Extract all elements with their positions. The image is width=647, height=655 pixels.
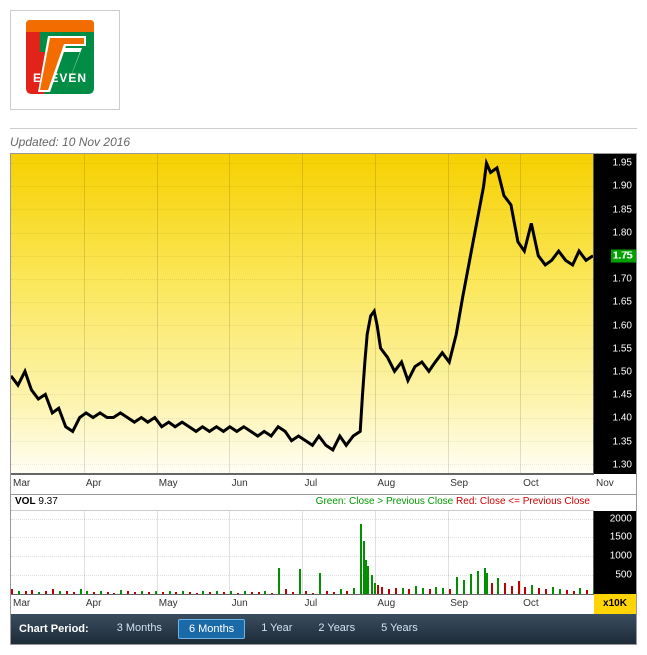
price-xtick: Jun — [232, 478, 248, 494]
volume-bar — [374, 583, 376, 594]
price-ytick: 1.60 — [613, 320, 632, 331]
price-xtick: May — [159, 478, 178, 494]
volume-bar — [371, 575, 373, 594]
volume-bar — [491, 583, 493, 594]
period-button-1-year[interactable]: 1 Year — [251, 619, 302, 639]
volume-bar — [497, 578, 499, 594]
volume-xtick: Apr — [86, 598, 102, 614]
chart-period-bar: Chart Period: 3 Months 6 Months 1 Year 2 Ye… — [11, 614, 636, 644]
volume-bar — [456, 577, 458, 594]
volume-xtick: Jun — [232, 598, 248, 614]
volume-bar — [552, 587, 554, 594]
volume-bar — [511, 586, 513, 594]
divider — [10, 128, 637, 129]
price-ytick: 1.75 — [613, 251, 632, 262]
price-ytick: 1.65 — [613, 297, 632, 308]
price-ytick: 1.55 — [613, 343, 632, 354]
volume-bar — [381, 587, 383, 594]
price-xtick: Aug — [377, 478, 395, 494]
volume-bar — [367, 566, 369, 594]
volume-bar — [524, 587, 526, 594]
volume-bar — [504, 583, 506, 594]
volume-ytick: 1000 — [610, 551, 632, 562]
company-logo: ELEVEN — [10, 10, 120, 110]
price-xtick: Apr — [86, 478, 102, 494]
updated-label: Updated: 10 Nov 2016 — [10, 135, 637, 149]
price-ytick: 1.50 — [613, 366, 632, 377]
price-xtick: Oct — [523, 478, 539, 494]
price-xtick: Nov — [596, 478, 614, 494]
volume-ytick: 500 — [615, 570, 632, 581]
volume-pane: VOL 9.37 Green: Close > Previous Close R… — [11, 494, 636, 614]
volume-bar — [518, 581, 520, 594]
period-button-5-years[interactable]: 5 Years — [371, 619, 428, 639]
period-button-3-months[interactable]: 3 Months — [107, 619, 172, 639]
price-ytick: 1.85 — [613, 204, 632, 215]
volume-bar — [435, 587, 437, 594]
volume-bar — [278, 568, 280, 594]
price-ytick: 1.95 — [613, 158, 632, 169]
volume-bar — [463, 580, 465, 594]
price-ytick: 1.80 — [613, 227, 632, 238]
period-button-2-years[interactable]: 2 Years — [308, 619, 365, 639]
volume-x-axis: MarAprMayJunJulAugSepOctNov — [11, 594, 594, 614]
volume-legend: Green: Close > Previous Close Red: Close… — [316, 496, 590, 510]
volume-xtick: May — [159, 598, 178, 614]
volume-xtick: Sep — [450, 598, 468, 614]
price-xtick: Mar — [13, 478, 30, 494]
period-button-6-months[interactable]: 6 Months — [178, 619, 245, 639]
chart-period-label: Chart Period: — [19, 623, 89, 635]
stock-chart: 1.75 1.30 1.35 1.40 1.45 1.50 1.55 1.60 1.65 1.7… — [10, 153, 637, 645]
price-pane: 1.75 1.30 1.35 1.40 1.45 1.50 1.55 1.60 1.65 1.7… — [11, 154, 636, 494]
price-ytick: 1.35 — [613, 436, 632, 447]
volume-xtick: Aug — [377, 598, 395, 614]
price-x-axis: MarAprMayJunJulAugSepOctNov — [11, 474, 594, 494]
volume-xtick: Oct — [523, 598, 539, 614]
volume-label: VOL 9.37 — [15, 496, 58, 510]
volume-bar — [477, 571, 479, 594]
volume-xtick: Mar — [13, 598, 30, 614]
volume-bar — [486, 573, 488, 594]
price-xtick: Jul — [305, 478, 318, 494]
price-ytick: 1.45 — [613, 390, 632, 401]
price-ytick: 1.70 — [613, 274, 632, 285]
price-ytick: 1.90 — [613, 181, 632, 192]
price-ytick: 1.30 — [613, 459, 632, 470]
volume-ytick: 1500 — [610, 532, 632, 543]
volume-bar — [415, 586, 417, 594]
volume-bar — [377, 585, 379, 594]
volume-bar — [531, 585, 533, 594]
volume-y-axis: 500 1000 1500 2000 — [594, 511, 636, 594]
volume-bar — [470, 574, 472, 594]
volume-bar — [299, 569, 301, 594]
volume-multiplier: x10K — [594, 594, 636, 614]
volume-xtick: Jul — [305, 598, 318, 614]
volume-bar — [319, 573, 321, 594]
price-y-axis: 1.75 1.30 1.35 1.40 1.45 1.50 1.55 1.60 1.65 1.7… — [594, 154, 636, 474]
price-xtick: Sep — [450, 478, 468, 494]
volume-bar — [484, 568, 486, 594]
price-ytick: 1.40 — [613, 413, 632, 424]
volume-ytick: 2000 — [610, 513, 632, 524]
